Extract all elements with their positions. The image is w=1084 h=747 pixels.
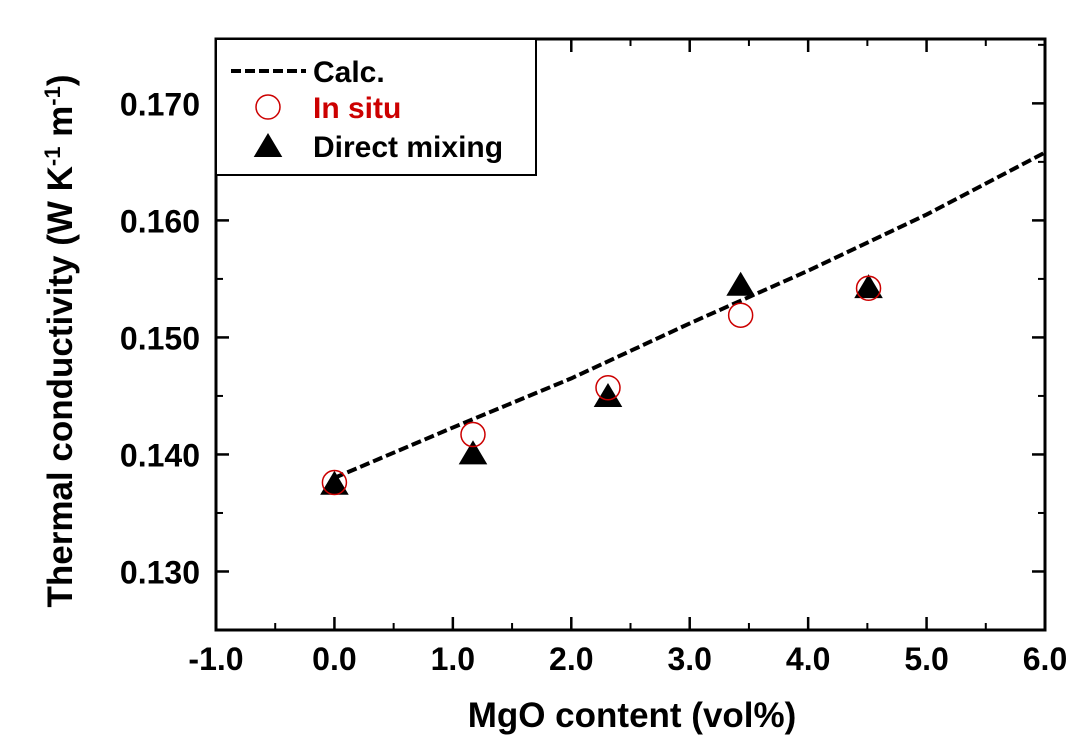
- legend-label: In situ: [313, 92, 401, 125]
- y-tick-label: 0.130: [120, 554, 200, 590]
- x-axis-label: MgO content (vol%): [468, 696, 797, 735]
- direct-mixing-point: [854, 274, 883, 299]
- legend-in-situ-swatch: [255, 94, 281, 120]
- y-axis-label-sup1: -1: [40, 147, 65, 167]
- in-situ-point: [460, 421, 486, 448]
- y-tick-label: 0.170: [120, 86, 200, 122]
- in-situ-point: [321, 469, 348, 496]
- y-axis-label-mid: m: [41, 106, 80, 147]
- x-tick-label: 0.0: [312, 641, 356, 677]
- y-axis-label-end: ): [41, 74, 80, 86]
- y-axis-label: Thermal conductivity (W K-1 m-1): [40, 74, 81, 607]
- x-tick-label: -1.0: [188, 641, 243, 677]
- y-tick-label: 0.140: [120, 437, 200, 473]
- y-axis-label-sup2: -1: [40, 86, 65, 106]
- legend-direct-mixing-swatch: [253, 133, 283, 158]
- x-tick-label: 5.0: [904, 641, 948, 677]
- in-situ-point: [727, 302, 754, 328]
- y-tick-label: 0.150: [120, 320, 200, 356]
- legend-label: Direct mixing: [313, 131, 503, 164]
- x-tick-label: 6.0: [1023, 641, 1067, 677]
- direct-mixing-point: [458, 440, 488, 465]
- y-axis-label-main: Thermal conductivity (W K: [41, 166, 80, 607]
- in-situ-point: [595, 374, 621, 401]
- direct-mixing-point: [726, 271, 755, 296]
- direct-mixing-point: [593, 382, 623, 407]
- in-situ-point: [855, 275, 882, 302]
- axis-ticks: -1.0 0.0 1.0 2.0 3.0 4.0 5.0 6.0 0.130 0.140 0.150…: [120, 39, 1067, 677]
- series-layer: [320, 150, 1046, 496]
- legend-label: Calc.: [313, 56, 385, 89]
- series-calc-line: [333, 150, 1046, 480]
- direct-mixing-point: [320, 470, 349, 495]
- x-tick-label: 2.0: [549, 641, 593, 677]
- x-tick-label: 3.0: [667, 641, 711, 677]
- x-tick-label: 4.0: [786, 641, 830, 677]
- y-tick-label: 0.160: [120, 203, 200, 239]
- x-tick-label: 1.0: [431, 641, 475, 677]
- legend: Calc.In situ Direct mixing: [215, 38, 537, 176]
